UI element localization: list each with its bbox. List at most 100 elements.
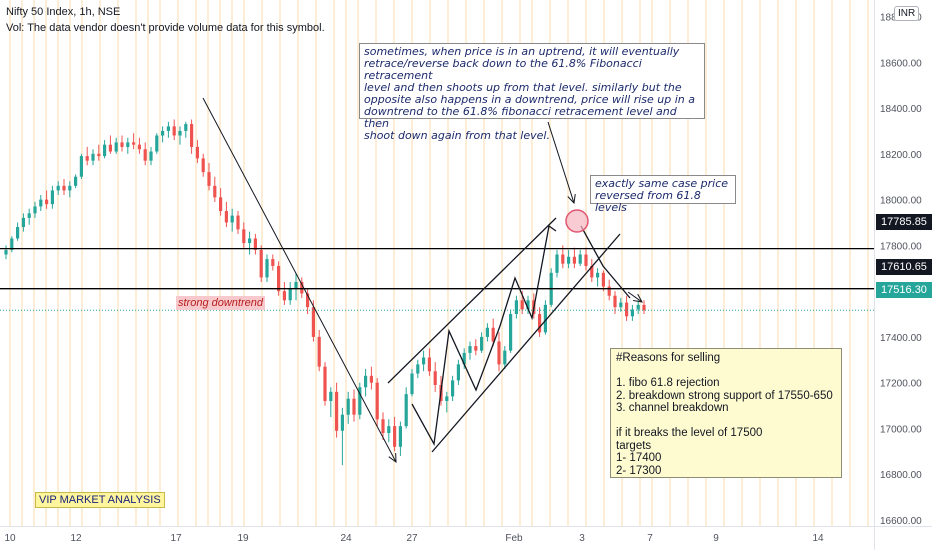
candle-body (114, 142, 118, 152)
currency-label[interactable]: INR (894, 6, 920, 21)
candle-body (224, 211, 228, 223)
candle-body (514, 300, 518, 315)
candle-body (85, 156, 89, 161)
x-tick-label: 17 (170, 533, 182, 544)
candle-body (422, 357, 426, 365)
candle-body (259, 249, 263, 278)
candle-body (172, 126, 176, 136)
candle-body (398, 426, 402, 447)
y-tick-label: 18400.00 (880, 104, 922, 115)
note-same-case-line: reversed from 61.8 levels (595, 189, 701, 214)
x-tick-label: 3 (579, 533, 585, 544)
candle-body (282, 291, 286, 301)
level-tag-17610: 17610.65 (876, 259, 932, 275)
vip-label: VIP MARKET ANALYSIS (35, 492, 165, 508)
candle-body (578, 254, 582, 264)
downtrend-arrow-head (388, 452, 397, 464)
note-same-case: exactly same case price reversed from 61.… (590, 175, 736, 214)
candle-body (91, 153, 95, 161)
candle-body (190, 124, 194, 147)
candle-body (166, 126, 170, 131)
candle-body (195, 146, 199, 159)
candle-body (369, 375, 373, 383)
channel-upper-line (387, 217, 557, 384)
candle-body (161, 130, 165, 136)
candle-body (340, 414, 344, 431)
candle-body (480, 336, 484, 351)
reasons-line (616, 415, 836, 428)
reasons-line: 2. breakdown strong support of 17550-650 (616, 389, 833, 402)
candle-body (236, 215, 240, 230)
candle-body (132, 142, 136, 145)
candle-body (590, 265, 594, 278)
candle-body (265, 259, 269, 278)
y-tick-label: 18000.00 (880, 196, 922, 207)
candle-body (149, 151, 153, 161)
candle-body (184, 124, 188, 131)
reasons-line: #Reasons for selling (616, 352, 721, 364)
breakdown-path (580, 225, 631, 299)
reasons-line: 1. fibo 61.8 rejection (616, 377, 720, 389)
candle-body (253, 238, 257, 250)
x-tick-label: 10 (4, 533, 16, 544)
note-same-case-line: exactly same case price (595, 177, 729, 190)
last-price-tag: 17516.30 (876, 282, 932, 298)
reasons-line: 2- 17300 (616, 464, 662, 477)
candle-body (474, 346, 478, 351)
candle-body (335, 391, 339, 431)
candle-body (306, 293, 310, 308)
reasons-line: targets (616, 439, 652, 452)
breakdown-arrow-head (633, 293, 643, 303)
candle-body (601, 272, 605, 287)
channel-lower-line (431, 233, 621, 453)
candle-body (619, 302, 623, 308)
candle-body (630, 309, 634, 317)
candle-body (468, 346, 472, 353)
candle-body (68, 185, 72, 191)
x-tick-label: Feb (505, 533, 523, 544)
candle-body (503, 350, 507, 365)
candle-body (137, 144, 141, 150)
reasons-line: 3. channel breakdown (616, 402, 729, 414)
candle-body (410, 373, 414, 395)
note-fibonacci-line: opposite also happens in a downtrend, pr… (364, 93, 696, 106)
candle-body (242, 229, 246, 244)
candle-body (230, 215, 234, 223)
candle-body (201, 158, 205, 173)
candle-body (126, 142, 130, 147)
reasons-line: 1- 17400 (616, 452, 662, 464)
candle-body (427, 357, 431, 372)
downtrend-arrow (202, 97, 397, 463)
candle-body (56, 185, 60, 191)
candle-body (108, 144, 112, 152)
candle-body (294, 281, 298, 289)
candle-body (120, 142, 124, 147)
candle-body (74, 176, 78, 186)
candle-body (178, 130, 182, 136)
candle-body (50, 190, 54, 205)
candle-body (248, 238, 252, 244)
candle-body (79, 156, 83, 177)
candle-body (364, 375, 368, 388)
candle-body (636, 304, 640, 310)
candle-body (381, 419, 385, 434)
candle-body (62, 185, 66, 191)
candle-body (4, 249, 8, 255)
candle-body (526, 300, 530, 310)
candle-body (416, 364, 420, 374)
candle-body (213, 185, 217, 198)
candle-body (358, 387, 362, 415)
candle-body (555, 254, 559, 273)
candle-body (561, 254, 565, 264)
reasons-line (616, 365, 836, 378)
y-tick-label: 17400.00 (880, 333, 922, 344)
x-tick-label: 24 (340, 533, 352, 544)
note-fibonacci-line: sometimes, when price is in an uptrend, … (364, 45, 680, 58)
candle-body (509, 314, 513, 351)
candle-body (16, 227, 20, 239)
candle-body (346, 398, 350, 415)
note-fibonacci-explanation: sometimes, when price is in an uptrend, … (359, 43, 705, 142)
y-tick-label: 18600.00 (880, 58, 922, 69)
candle-body (520, 300, 524, 310)
